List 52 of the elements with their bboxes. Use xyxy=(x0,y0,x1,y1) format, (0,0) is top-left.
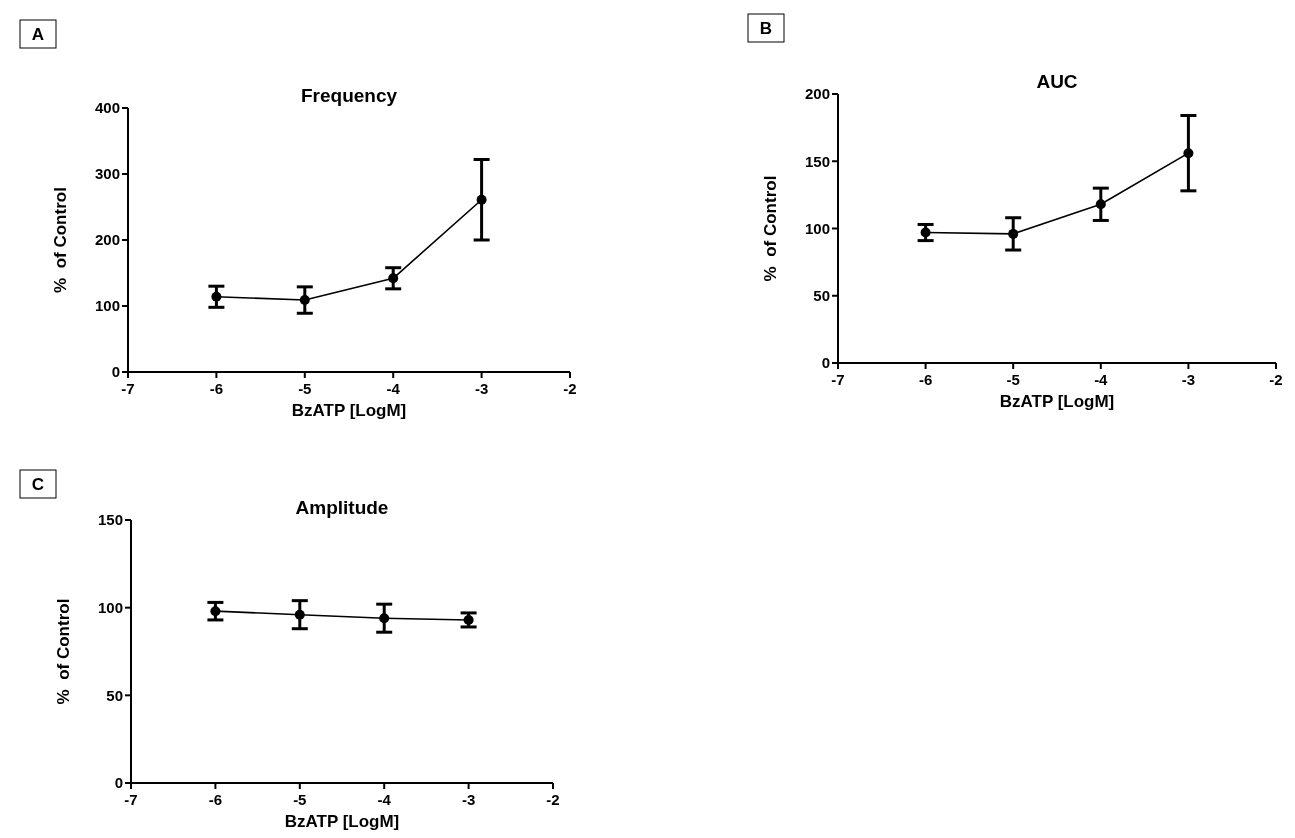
point xyxy=(388,273,399,284)
x-tick-label: -6 xyxy=(208,791,223,808)
x-axis-title: BzATP [LogM] xyxy=(291,401,407,420)
y-tick-label: 400 xyxy=(94,99,120,117)
point xyxy=(1008,228,1019,239)
point xyxy=(1095,199,1106,210)
x-tick-label: -3 xyxy=(461,791,476,808)
y-tick-label: 300 xyxy=(94,165,120,183)
y-tick-label: 200 xyxy=(804,85,830,103)
x-tick-label: -2 xyxy=(563,380,577,397)
text: A xyxy=(31,25,45,44)
x-tick-label: -4 xyxy=(377,791,392,808)
y-axis-title: % of Control xyxy=(761,175,780,282)
x-tick-label: -7 xyxy=(124,791,138,808)
x-tick-label: -5 xyxy=(293,791,307,808)
y-tick-label: 100 xyxy=(97,598,123,616)
y-tick-label: 50 xyxy=(106,686,123,704)
y-axis-title: % of Control xyxy=(51,187,70,293)
x-tick-label: -4 xyxy=(386,380,401,397)
x-tick-label: -7 xyxy=(831,371,845,388)
x-tick-label: -7 xyxy=(121,380,135,397)
y-tick-label: 0 xyxy=(111,363,120,381)
x-tick-label: -6 xyxy=(918,371,933,388)
y-tick-label: 0 xyxy=(114,774,123,792)
x-tick-label: -5 xyxy=(298,380,312,397)
x-axis-title: BzATP [LogM] xyxy=(284,812,400,831)
point xyxy=(211,291,222,302)
text: C xyxy=(31,475,45,494)
y-tick-label: 150 xyxy=(97,511,123,529)
x-tick-label: -4 xyxy=(1094,371,1109,388)
y-tick-label: 200 xyxy=(94,231,120,249)
y-tick-label: 150 xyxy=(804,152,830,170)
y-tick-label: 100 xyxy=(94,297,120,315)
chart-title: Frequency xyxy=(300,85,398,106)
point xyxy=(299,295,310,306)
y-tick-label: 50 xyxy=(813,287,830,304)
x-tick-label: -5 xyxy=(1006,371,1020,388)
x-tick-label: -2 xyxy=(1269,371,1283,388)
chart-title: AUC xyxy=(1036,71,1078,92)
y-tick-label: 100 xyxy=(804,219,830,237)
x-tick-label: -3 xyxy=(1181,371,1196,388)
text: B xyxy=(759,19,773,38)
point xyxy=(476,194,487,205)
x-tick-label: -6 xyxy=(209,380,224,397)
x-tick-label: -2 xyxy=(546,791,560,808)
y-axis-title: % of Control xyxy=(54,598,73,705)
point xyxy=(920,227,931,238)
chart-title: Amplitude xyxy=(295,497,389,518)
point xyxy=(1183,148,1194,159)
x-tick-label: -3 xyxy=(474,380,489,397)
x-axis-title: BzATP [LogM] xyxy=(999,392,1115,411)
y-tick-label: 0 xyxy=(821,354,830,372)
